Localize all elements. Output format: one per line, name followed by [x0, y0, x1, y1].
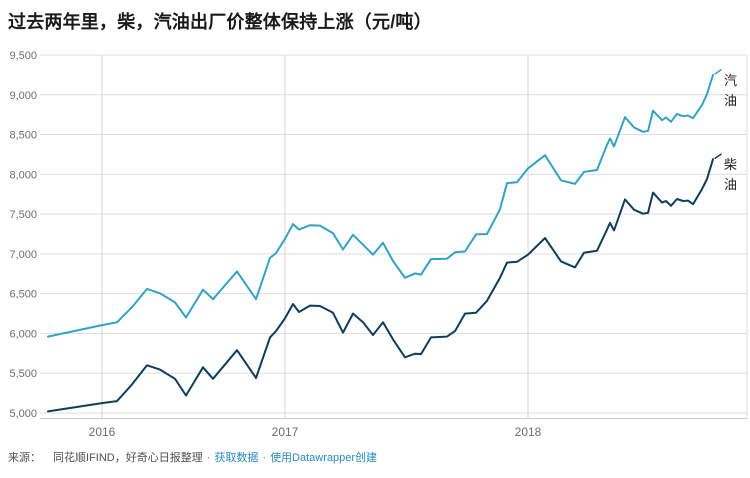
get-data-link[interactable]: 获取数据	[214, 452, 259, 464]
series-label-diesel: 柴油	[724, 157, 737, 192]
y-tick-label: 9,500	[9, 50, 37, 62]
x-tick-label: 2018	[515, 425, 542, 439]
y-tick-label: 5,500	[9, 368, 37, 380]
gasoline-line	[47, 73, 714, 338]
y-tick-label: 8,000	[9, 169, 37, 181]
y-tick-label: 7,500	[9, 209, 37, 221]
diesel-line	[47, 158, 714, 413]
price-line-chart: 9,500 9,000 8,500 8,000 7,500 7,000 6,500 6,000…	[9, 50, 748, 439]
x-tick-label: 2017	[272, 425, 299, 439]
y-tick-label: 7,000	[9, 249, 37, 261]
separator-dot: ·	[262, 452, 267, 464]
chart-title: 过去两年里，柴，汽油出厂价整体保持上涨（元/吨）	[8, 12, 432, 32]
y-tick-label: 9,000	[9, 90, 37, 102]
line-end-tick	[714, 69, 722, 75]
series-label-gasoline: 汽油	[724, 73, 737, 108]
y-tick-label: 5,000	[9, 408, 37, 420]
y-tick-label: 6,500	[9, 289, 37, 301]
y-tick-label: 6,000	[9, 328, 37, 340]
source-text: 同花顺IFIND，好奇心日报整理	[53, 452, 203, 464]
footer: 来源： 同花顺IFIND，好奇心日报整理 · 获取数据 · 使用Datawrapper创建	[8, 449, 377, 465]
separator-dot: ·	[206, 452, 211, 464]
y-tick-label: 8,500	[9, 130, 37, 142]
datawrapper-credit-link[interactable]: 使用Datawrapper创建	[270, 452, 378, 464]
x-tick-label: 2016	[89, 425, 116, 439]
line-end-tick	[714, 153, 722, 159]
source-label: 来源：	[8, 452, 41, 464]
